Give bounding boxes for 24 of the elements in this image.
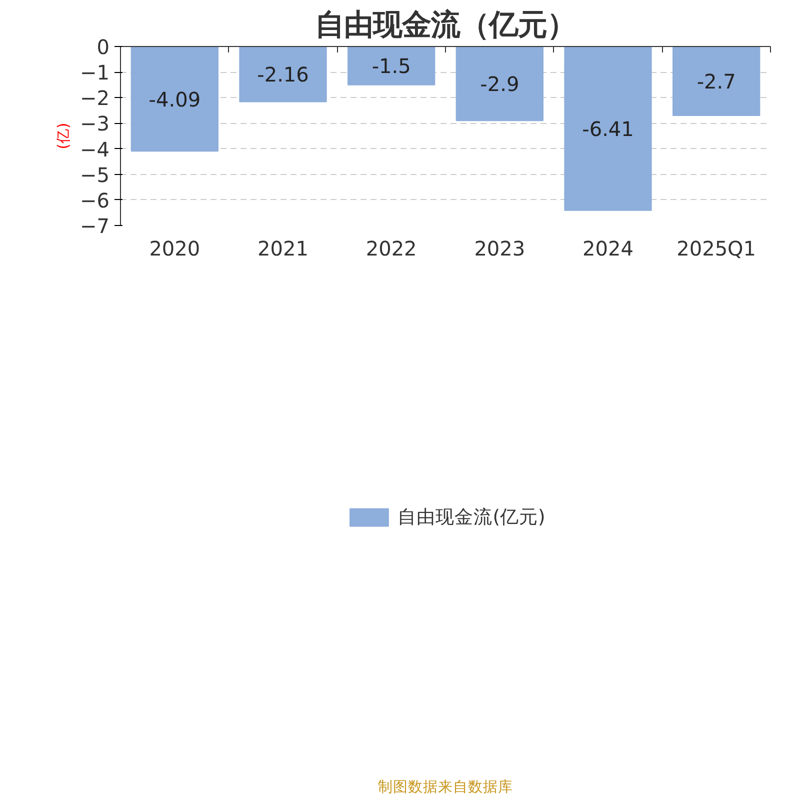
data-label: -2.7 (696, 70, 736, 94)
y-tick-label: −5 (80, 162, 110, 187)
data-label: -1.5 (372, 54, 411, 78)
x-tick-label: 2020 (149, 236, 200, 260)
y-tick-label: −6 (80, 188, 110, 212)
y-tick-label: −7 (80, 214, 110, 238)
y-tick-label: −1 (80, 60, 110, 85)
data-label: -6.41 (582, 116, 634, 141)
y-tick-label: −3 (80, 112, 110, 136)
legend-label: 自由现金流(亿元) (398, 506, 546, 530)
y-tick-label: 0 (96, 35, 110, 59)
y-tick-label: −4 (80, 137, 110, 162)
y-axis-title: (亿) (55, 122, 72, 150)
x-tick-label: 2025Q1 (676, 236, 756, 260)
y-tick-label: −2 (80, 86, 110, 110)
x-tick-label: 2023 (474, 236, 526, 260)
x-tick-label: 2021 (258, 236, 308, 260)
chart-title: 自由现金流（亿元） (315, 8, 576, 42)
data-label: -2.16 (257, 62, 309, 87)
x-tick-label: 2022 (366, 236, 417, 260)
x-tick-label: 2024 (582, 236, 634, 260)
data-label: -2.9 (480, 72, 520, 96)
text: 制图数据来自数据库 (378, 778, 513, 796)
data-label: -4.09 (148, 87, 201, 112)
